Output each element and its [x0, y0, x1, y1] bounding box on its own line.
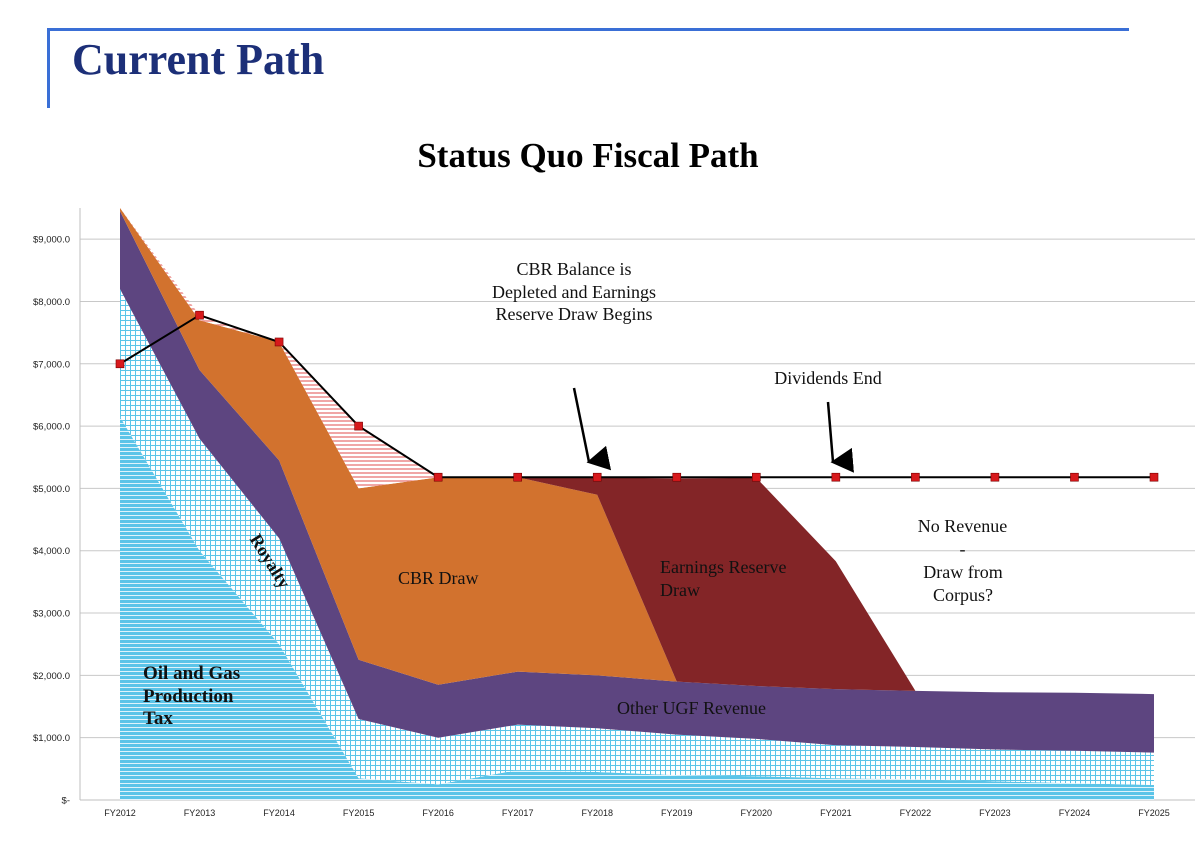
stacked-areas: [120, 208, 1154, 800]
y-tick-label: $3,000.0: [33, 609, 70, 620]
x-tick-label: FY2019: [661, 808, 693, 818]
x-tick-label: FY2015: [343, 808, 375, 818]
x-tick-label: FY2012: [104, 808, 136, 818]
total-spending-marker: [831, 472, 841, 482]
total-spending-marker: [115, 359, 125, 369]
total-spending-marker: [1149, 472, 1159, 482]
title-accent-bar: [47, 28, 50, 108]
total-spending-marker: [433, 472, 443, 482]
label-earnings-reserve-draw: Earnings Reserve Draw: [660, 557, 787, 600]
total-spending-marker: [513, 472, 522, 482]
y-tick-label: $-: [62, 796, 70, 807]
dividends-end-arrow: [826, 401, 854, 473]
total-line: [115, 310, 1159, 482]
total-spending-marker: [990, 472, 1000, 482]
total-spending-marker: [195, 310, 204, 320]
x-tick-label: FY2021: [820, 808, 852, 818]
y-tick-label: $1,000.0: [33, 733, 70, 744]
x-tick-label: FY2025: [1138, 808, 1170, 818]
y-tick-label: $7,000.0: [33, 359, 70, 370]
total-spending-marker: [672, 472, 682, 482]
total-spending-marker: [354, 421, 363, 431]
y-tick-label: $9,000.0: [33, 235, 70, 246]
total-spending-marker: [752, 472, 761, 482]
y-tick-label: $5,000.0: [33, 484, 70, 495]
x-tick-label: FY2018: [581, 808, 613, 818]
total-spending-marker: [274, 337, 284, 347]
total-spending-marker: [1070, 472, 1079, 482]
x-tick-label: FY2022: [900, 808, 932, 818]
area-other-ugf-revenue: [120, 211, 1154, 753]
annotation-cbr-depleted: CBR Balance is Depleted and Earnings Res…: [492, 259, 656, 324]
y-tick-label: $2,000.0: [33, 671, 70, 682]
x-tick-label: FY2020: [741, 808, 773, 818]
total-spending-marker: [592, 472, 602, 482]
x-tick-label: FY2014: [263, 808, 295, 818]
y-tick-label: $6,000.0: [33, 422, 70, 433]
cbr-depleted-arrow: [572, 387, 612, 471]
annotation-no-revenue-3: Draw from Corpus?: [923, 562, 1003, 605]
x-tick-label: FY2013: [184, 808, 216, 818]
total-spending-line: [119, 314, 1154, 479]
y-tick-label: $8,000.0: [33, 297, 70, 308]
y-tick-label: $4,000.0: [33, 546, 70, 557]
x-tick-label: FY2024: [1059, 808, 1091, 818]
label-cbr-draw: CBR Draw: [398, 568, 479, 588]
slide-title: Current Path: [72, 35, 325, 84]
x-tick-label: FY2016: [422, 808, 454, 818]
annotation-no-revenue-2: -: [959, 539, 966, 559]
label-other-ugf-revenue: Other UGF Revenue: [617, 698, 766, 718]
annotation-arrows: [572, 387, 854, 473]
area-oil-and-gas-production-tax: [120, 416, 1154, 800]
total-spending-marker: [911, 472, 920, 482]
area-cbr-draw: [120, 208, 1154, 695]
annotation-no-revenue-1: No Revenue: [917, 516, 1008, 536]
chart-title: Status Quo Fiscal Path: [417, 136, 759, 175]
x-tick-label: FY2023: [979, 808, 1011, 818]
label-oil-gas-production-tax: Oil and Gas Production Tax: [143, 663, 241, 729]
annotation-dividends-end: Dividends End: [774, 368, 882, 388]
x-tick-label: FY2017: [502, 808, 534, 818]
title-accent-line: [47, 28, 1129, 31]
